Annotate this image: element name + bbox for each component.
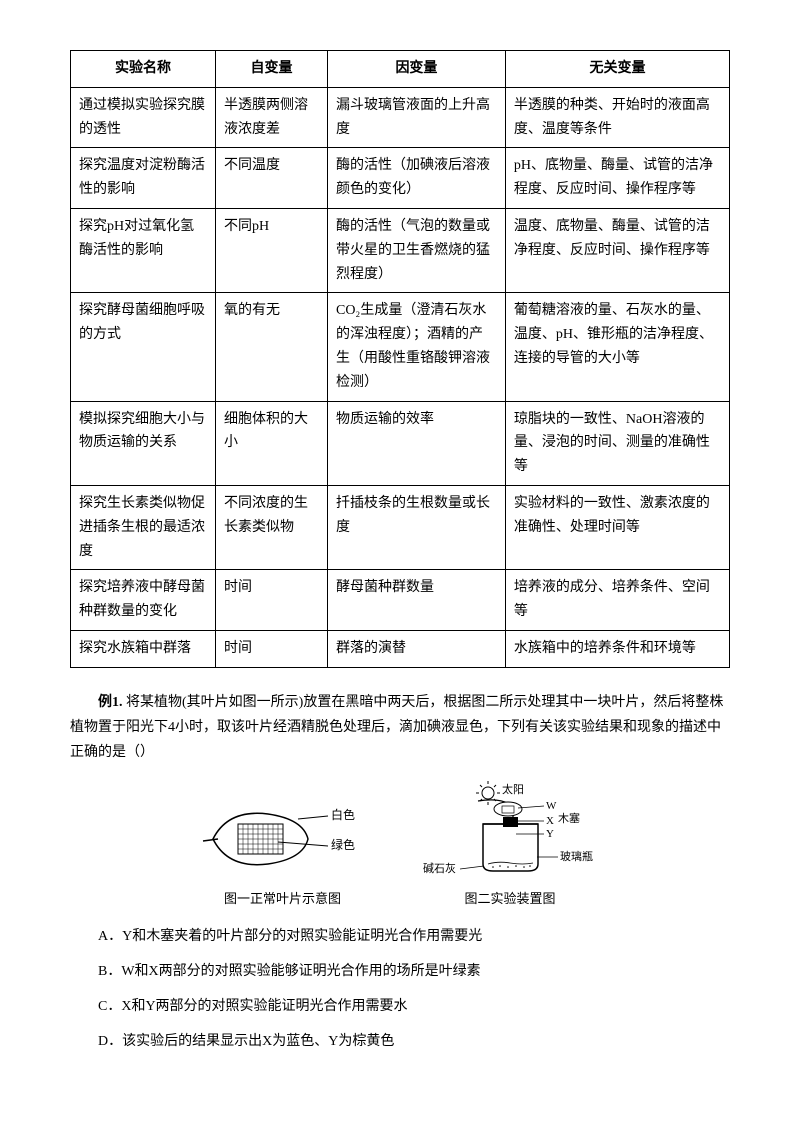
label-x: X: [546, 815, 554, 827]
fig2-caption: 图二实验装置图: [418, 889, 603, 910]
cell: 通过模拟实验探究膜的透性: [71, 87, 216, 148]
example-label: 例1.: [98, 695, 123, 710]
cell: 不同pH: [215, 208, 327, 292]
cell: CO₂生成量（澄清石灰水的浑浊程度）；酒精的产生（用酸性重铬酸钾溶液检测）: [327, 293, 505, 401]
table-row: 探究培养液中酵母菌种群数量的变化 时间 酵母菌种群数量 培养液的成分、培养条件、…: [71, 570, 730, 631]
cell: 酶的活性（加碘液后溶液颜色的变化）: [327, 148, 505, 209]
label-y: Y: [546, 828, 554, 840]
th-name: 实验名称: [71, 51, 216, 88]
cell: 葡萄糖溶液的量、石灰水的量、温度、pH、锥形瓶的洁净程度、连接的导管的大小等: [505, 293, 729, 401]
label-green: 绿色: [331, 837, 355, 852]
label-w: W: [546, 800, 557, 812]
option-b: B．W和X两部分的对照实验能够证明光合作用的场所是叶绿素: [98, 959, 730, 984]
label-white: 白色: [331, 807, 355, 822]
cell: 物质运输的效率: [327, 401, 505, 485]
label-cork: 木塞: [558, 811, 580, 825]
figure-row: 白色 绿色 图一正常叶片示意图 太阳: [70, 779, 730, 910]
experiment-table: 实验名称 自变量 因变量 无关变量 通过模拟实验探究膜的透性 半透膜两侧溶液浓度…: [70, 50, 730, 668]
label-flask: 玻璃瓶: [560, 849, 593, 863]
table-row: 探究生长素类似物促进插条生根的最适浓度 不同浓度的生长素类似物 扦插枝条的生根数…: [71, 485, 730, 569]
cell: 探究pH对过氧化氢酶活性的影响: [71, 208, 216, 292]
cell: 酶的活性（气泡的数量或带火星的卫生香燃烧的猛烈程度）: [327, 208, 505, 292]
options-block: A．Y和木塞夹着的叶片部分的对照实验能证明光合作用需要光 B．W和X两部分的对照…: [98, 924, 730, 1055]
cell: 实验材料的一致性、激素浓度的准确性、处理时间等: [505, 485, 729, 569]
cell: 不同温度: [215, 148, 327, 209]
apparatus-diagram-icon: 太阳 W X Y 木塞 碱石灰 玻璃瓶: [418, 779, 603, 879]
leaf-diagram-icon: 白色 绿色: [198, 794, 368, 879]
th-dv: 因变量: [327, 51, 505, 88]
fig1-caption: 图一正常叶片示意图: [198, 889, 368, 910]
cell: 探究酵母菌细胞呼吸的方式: [71, 293, 216, 401]
cell: 探究温度对淀粉酶活性的影响: [71, 148, 216, 209]
figure-1: 白色 绿色 图一正常叶片示意图: [198, 794, 368, 910]
example-text: 将某植物(其叶片如图一所示)放置在黑暗中两天后，根据图二所示处理其中一块叶片，然…: [70, 695, 723, 760]
th-iv: 自变量: [215, 51, 327, 88]
cell: 酵母菌种群数量: [327, 570, 505, 631]
option-c: C．X和Y两部分的对照实验能证明光合作用需要水: [98, 994, 730, 1019]
table-row: 探究水族箱中群落 时间 群落的演替 水族箱中的培养条件和环境等: [71, 630, 730, 667]
cell: 琼脂块的一致性、NaOH溶液的量、浸泡的时间、测量的准确性等: [505, 401, 729, 485]
example-question: 例1. 将某植物(其叶片如图一所示)放置在黑暗中两天后，根据图二所示处理其中一块…: [70, 690, 730, 766]
table-row: 探究酵母菌细胞呼吸的方式 氧的有无 CO₂生成量（澄清石灰水的浑浊程度）；酒精的…: [71, 293, 730, 401]
cell: 模拟探究细胞大小与物质运输的关系: [71, 401, 216, 485]
table-row: 模拟探究细胞大小与物质运输的关系 细胞体积的大小 物质运输的效率 琼脂块的一致性…: [71, 401, 730, 485]
cell: 半透膜两侧溶液浓度差: [215, 87, 327, 148]
cell: 探究培养液中酵母菌种群数量的变化: [71, 570, 216, 631]
th-cv: 无关变量: [505, 51, 729, 88]
cell: 不同浓度的生长素类似物: [215, 485, 327, 569]
cell: 氧的有无: [215, 293, 327, 401]
cell: 扦插枝条的生根数量或长度: [327, 485, 505, 569]
table-row: 通过模拟实验探究膜的透性 半透膜两侧溶液浓度差 漏斗玻璃管液面的上升高度 半透膜…: [71, 87, 730, 148]
cell: 培养液的成分、培养条件、空间等: [505, 570, 729, 631]
table-row: 探究温度对淀粉酶活性的影响 不同温度 酶的活性（加碘液后溶液颜色的变化） pH、…: [71, 148, 730, 209]
cell: pH、底物量、酶量、试管的洁净程度、反应时间、操作程序等: [505, 148, 729, 209]
option-d: D．该实验后的结果显示出X为蓝色、Y为棕黄色: [98, 1029, 730, 1054]
option-a: A．Y和木塞夹着的叶片部分的对照实验能证明光合作用需要光: [98, 924, 730, 949]
label-sun: 太阳: [502, 783, 524, 796]
cell: 时间: [215, 570, 327, 631]
cell: 温度、底物量、酶量、试管的洁净程度、反应时间、操作程序等: [505, 208, 729, 292]
cell: 水族箱中的培养条件和环境等: [505, 630, 729, 667]
cell: 细胞体积的大小: [215, 401, 327, 485]
cell: 探究生长素类似物促进插条生根的最适浓度: [71, 485, 216, 569]
table-row: 探究pH对过氧化氢酶活性的影响 不同pH 酶的活性（气泡的数量或带火星的卫生香燃…: [71, 208, 730, 292]
label-lime: 碱石灰: [423, 861, 456, 875]
cell: 探究水族箱中群落: [71, 630, 216, 667]
cell: 漏斗玻璃管液面的上升高度: [327, 87, 505, 148]
cell: 时间: [215, 630, 327, 667]
cell: 半透膜的种类、开始时的液面高度、温度等条件: [505, 87, 729, 148]
cell: 群落的演替: [327, 630, 505, 667]
figure-2: 太阳 W X Y 木塞 碱石灰 玻璃瓶 图二实验装置图: [418, 779, 603, 910]
